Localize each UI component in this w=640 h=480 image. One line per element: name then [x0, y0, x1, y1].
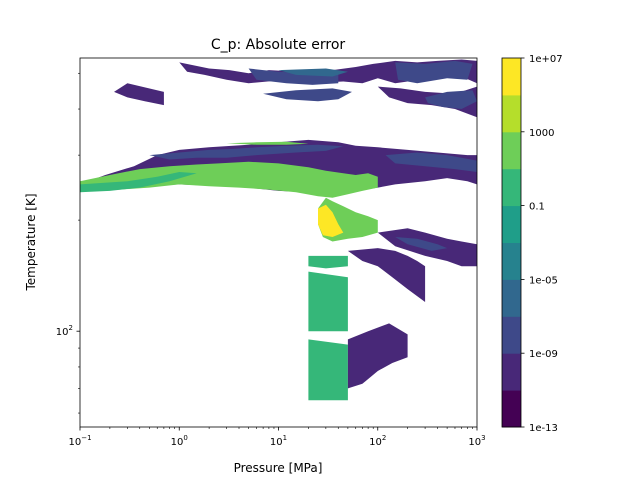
x-tick-label: 101: [270, 434, 287, 448]
contour-region-11: [80, 161, 378, 198]
colorbar-band: [502, 353, 521, 391]
contour-region-22: [395, 237, 448, 251]
colorbar-band: [502, 168, 521, 207]
colorbar-tick-label: 1000: [529, 128, 554, 139]
colorbar-band: [502, 390, 521, 428]
contour-region-1: [114, 83, 164, 106]
contour-region-13: [226, 141, 309, 145]
contour-region-5: [278, 68, 348, 77]
contour-region-6: [263, 88, 352, 102]
colorbar-tick-label: 1e-09: [529, 349, 558, 360]
x-tick-label: 10−1: [68, 434, 91, 448]
x-axis-ticks: 10−1 100 101 102 103: [68, 427, 486, 448]
colorbar-band: [502, 131, 521, 170]
colorbar-band: [502, 316, 521, 354]
contour-region-15: [318, 204, 344, 237]
colorbar-tick-label: 1e-13: [529, 423, 558, 434]
contour-region-19: [347, 248, 426, 302]
x-tick-label: 103: [468, 434, 485, 448]
colorbar: [501, 57, 522, 428]
y-tick-label: 102: [56, 324, 73, 338]
x-tick-label: 102: [369, 434, 386, 448]
contour-region-18: [308, 339, 348, 401]
contour-regions: [80, 59, 477, 401]
contour-region-10: [385, 152, 477, 172]
contour-region-21: [347, 323, 408, 389]
contour-region-4: [395, 60, 473, 84]
y-axis-ticks: 102: [56, 72, 80, 414]
chart-title: C_p: Absolute error: [211, 37, 346, 53]
contour-region-7: [425, 90, 477, 109]
contour-region-16: [308, 255, 348, 269]
contour-region-12: [80, 172, 197, 193]
colorbar-band: [502, 242, 521, 280]
colorbar-frame: [501, 57, 522, 428]
colorbar-band: [502, 279, 521, 317]
colorbar-band: [502, 205, 521, 243]
colorbar-tick-label: 1e+07: [529, 54, 563, 65]
contour-region-17: [308, 271, 348, 332]
colorbar-ticks: 1e-13 1e-09 1e-05 0.1 1000 1e+07: [521, 54, 563, 434]
colorbar-band: [502, 58, 521, 96]
colorbar-tick-label: 1e-05: [529, 275, 558, 286]
contour-region-3: [248, 68, 339, 85]
y-axis-label: Temperature [K]: [24, 193, 38, 291]
colorbar-tick-label: 0.1: [529, 202, 545, 213]
colorbar-band: [502, 94, 521, 133]
contour-region-9: [149, 144, 344, 160]
x-axis-label: Pressure [MPa]: [234, 461, 323, 475]
x-tick-label: 100: [171, 434, 188, 448]
